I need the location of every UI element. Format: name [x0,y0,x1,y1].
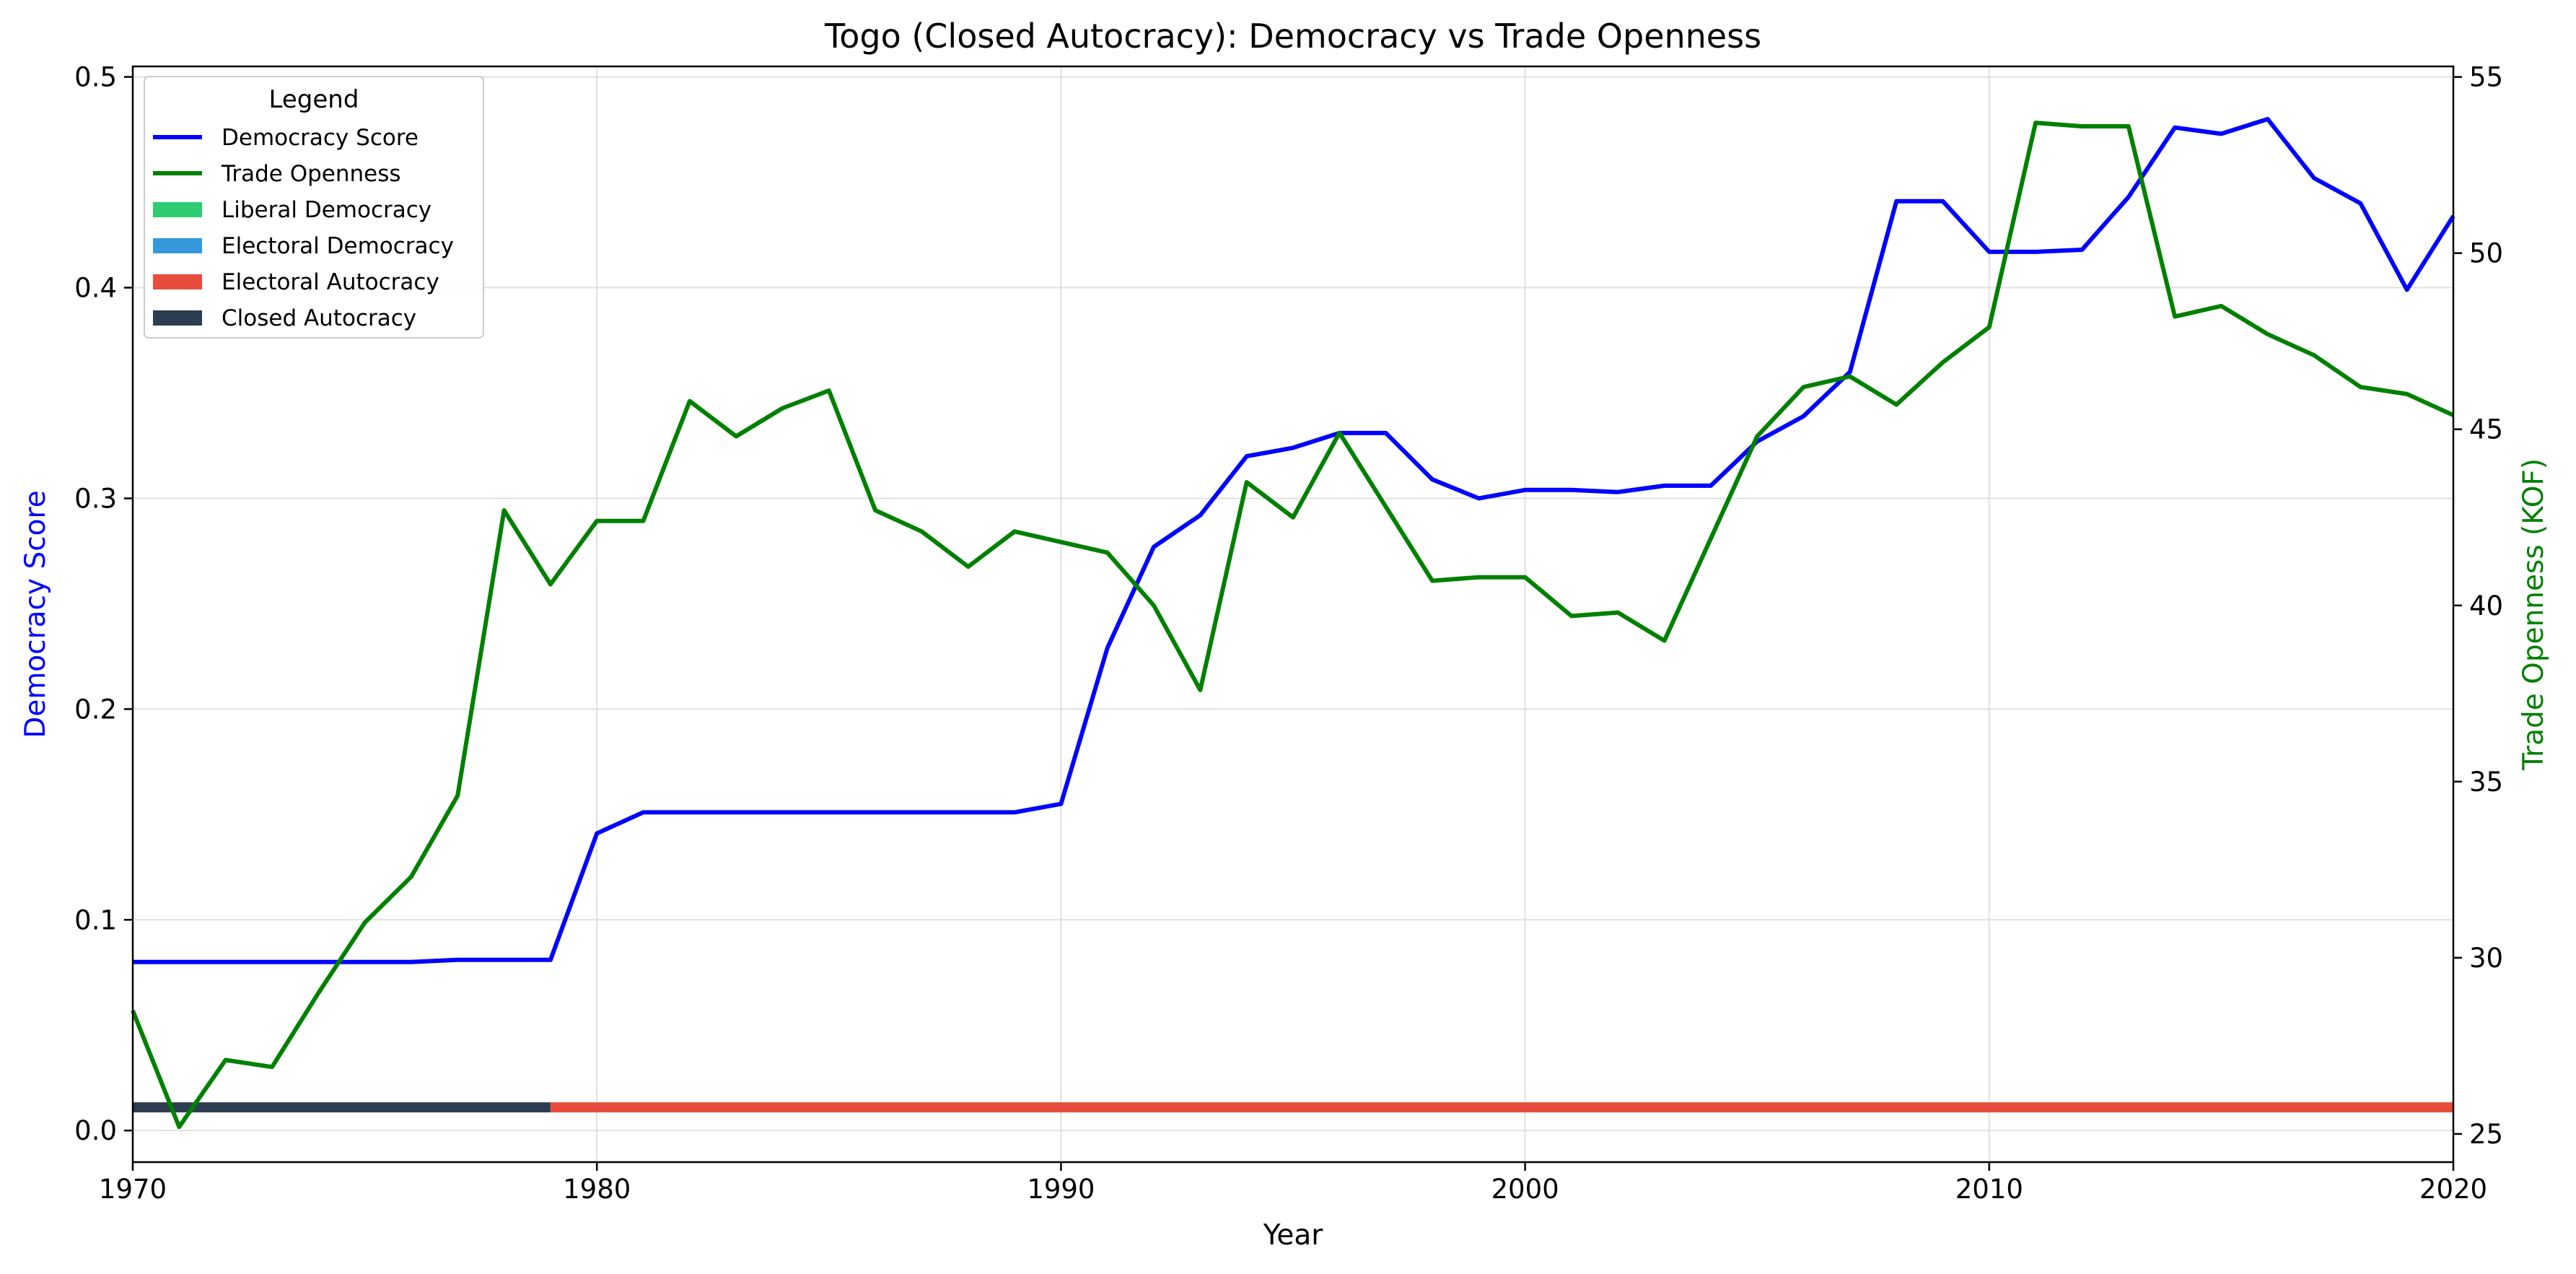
legend-entry-label: Liberal Democracy [222,197,431,223]
y-right-tick-label: 25 [2469,1119,2503,1150]
legend-entry-label: Electoral Democracy [222,233,454,259]
y-right-tick-label: 30 [2469,943,2503,974]
democracy-score-line [133,117,2455,964]
x-tick-label: 2020 [2419,1174,2487,1205]
x-tick-label: 2010 [1955,1174,2023,1205]
y-right-tick-label: 55 [2469,62,2503,93]
x-tick-label: 1990 [1027,1174,1095,1205]
legend-box [144,76,484,339]
x-tick-label: 2000 [1491,1174,1559,1205]
legend-entry-label: Trade Openness [221,161,401,187]
legend-title: Legend [269,85,359,114]
trade-openness-line [131,121,2455,1130]
legend-patch-swatch [153,274,202,289]
legend: Legend Democracy Score Trade Openness Liber… [144,76,484,339]
y-right-tick-label: 50 [2469,238,2503,269]
x-axis-label: Year [1263,1219,1324,1252]
legend-entry-label: Democracy Score [222,125,419,151]
axes: 1970 1980 1990 2000 2010 2020 0.0 0.1 0.2 0.3 0.4 0… [74,62,2503,1205]
y-left-tick-label: 0.4 [74,273,117,304]
y-right-tick-label: 35 [2469,767,2503,798]
y-left-tick-label: 0.5 [74,62,117,93]
legend-patch-swatch [153,310,202,326]
x-tick-label: 1970 [99,1174,167,1205]
legend-entry-label: Closed Autocracy [222,305,416,331]
legend-entry-label: Electoral Autocracy [222,269,439,295]
y-right-tick-label: 40 [2469,590,2503,621]
x-tick-label: 1980 [563,1174,631,1205]
right-y-axis-label: Trade Openness (KOF) [2518,458,2550,771]
left-y-axis-label: Democracy Score [19,490,52,738]
chart-title: Togo (Closed Autocracy): Democracy vs Tr… [824,17,1761,56]
y-right-tick-label: 45 [2469,414,2503,445]
plot-frame [131,65,2455,1164]
y-left-tick-label: 0.1 [74,904,117,935]
legend-patch-swatch [153,238,202,253]
grid-lines [132,66,2454,1162]
y-left-tick-label: 0.2 [74,694,117,725]
data-series [131,117,2455,1130]
y-left-tick-label: 0.0 [74,1115,117,1146]
legend-patch-swatch [153,202,202,217]
y-left-tick-label: 0.3 [74,483,117,514]
